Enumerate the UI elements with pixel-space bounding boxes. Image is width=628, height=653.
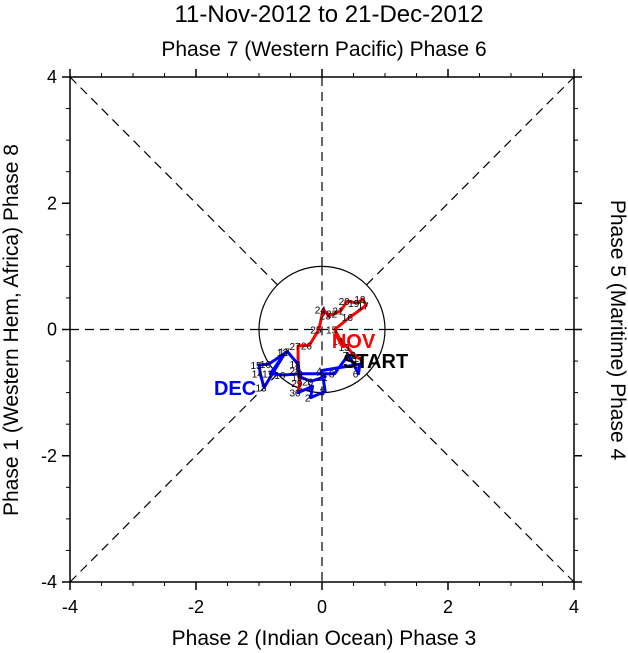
- day-label: 21: [332, 307, 344, 318]
- day-label: 18: [354, 295, 366, 306]
- day-label: 16: [260, 360, 272, 371]
- annotation-start: START: [343, 351, 408, 373]
- x-tick-label: 2: [443, 597, 453, 617]
- annotation-nov: NOV: [332, 331, 376, 353]
- day-label: 24: [315, 305, 327, 316]
- top-phase-label: Phase 7 (Western Pacific) Phase 6: [161, 38, 486, 61]
- day-label: 20: [339, 297, 351, 308]
- day-label: 30: [289, 389, 301, 400]
- y-tick-label: 0: [47, 320, 57, 340]
- day-label: 19: [348, 299, 360, 310]
- day-label: 11: [353, 356, 364, 367]
- left-axis-label: Phase 1 (Western Hem, Africa) Phase 8: [0, 144, 23, 516]
- day-label: 14: [252, 370, 264, 381]
- day-label: 18: [289, 360, 301, 371]
- y-tick-label: 4: [47, 67, 57, 87]
- right-axis-label: Phase 5 (Maritime) Phase 4: [606, 200, 628, 461]
- phase-grid: [69, 76, 575, 583]
- day-label: 25: [310, 326, 322, 337]
- day-label: 23: [320, 312, 332, 323]
- day-label: 17: [279, 348, 291, 359]
- x-tick-label: 4: [569, 597, 579, 617]
- plot-frame: [62, 69, 582, 590]
- day-label: 22: [326, 310, 338, 321]
- day-label: 13: [339, 343, 351, 354]
- x-axis-label: Phase 2 (Indian Ocean) Phase 3: [172, 627, 477, 650]
- day-label: 10: [274, 371, 286, 382]
- day-label: 3: [319, 387, 325, 398]
- day-label: 6: [353, 370, 359, 381]
- y-tick-label: 2: [47, 193, 57, 213]
- x-tick-label: -2: [188, 597, 204, 617]
- series-line-nov: [296, 297, 368, 395]
- day-label: 13: [255, 384, 267, 395]
- day-label: 5: [354, 360, 360, 371]
- day-label: 7: [343, 351, 349, 362]
- day-label: 29: [291, 379, 303, 390]
- x-tick-label: 0: [317, 597, 327, 617]
- day-label: 19: [291, 373, 303, 384]
- day-label: 27: [289, 342, 301, 353]
- day-label: 14: [332, 337, 344, 348]
- day-labels: 1112131415161718192021222324252627282930…: [250, 295, 369, 404]
- day-label: 1: [307, 382, 313, 393]
- x-tick-label: -4: [62, 597, 78, 617]
- day-label: 15: [250, 361, 262, 372]
- x-tick-labels: -4 -2 0 2 4: [62, 597, 579, 617]
- y-tick-label: -4: [41, 572, 57, 592]
- day-label: 15: [326, 326, 338, 337]
- day-label: 16: [342, 313, 354, 324]
- day-label: 12: [277, 348, 289, 359]
- series-line-dec: [257, 350, 362, 400]
- phase-trajectories: [257, 297, 368, 400]
- day-label: 21: [317, 373, 329, 384]
- day-label: 20: [302, 377, 314, 388]
- day-label: 4: [316, 367, 322, 378]
- day-label: 2: [305, 394, 311, 405]
- day-label: 28: [289, 367, 301, 378]
- day-label: 8: [329, 370, 335, 381]
- day-label: 11: [262, 370, 273, 381]
- day-label: 12: [345, 351, 357, 362]
- annotation-dec: DEC: [214, 378, 256, 400]
- day-label: 17: [358, 302, 370, 313]
- day-label: 26: [301, 341, 313, 352]
- chart-title: 11-Nov-2012 to 21-Dec-2012: [174, 1, 483, 28]
- day-label: 9: [297, 370, 303, 381]
- y-tick-labels: -4 -2 0 2 4: [41, 67, 57, 592]
- y-tick-label: -2: [41, 446, 57, 466]
